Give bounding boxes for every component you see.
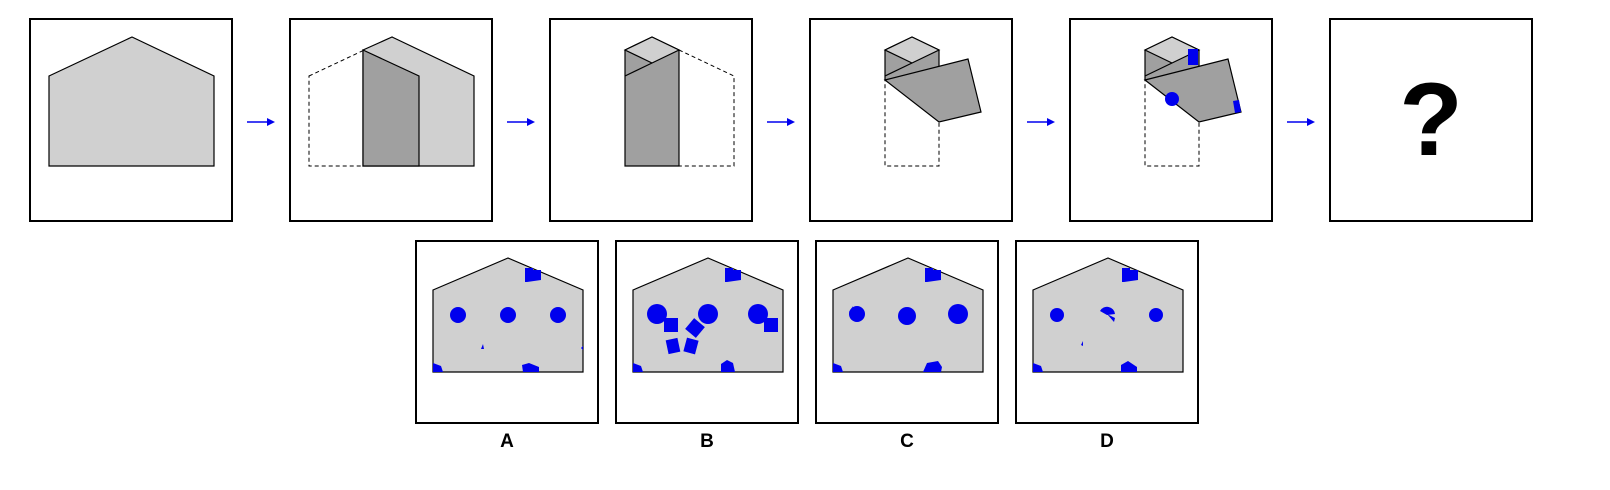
option-d-label[interactable]: D	[1100, 431, 1114, 452]
hole-fragment	[1081, 341, 1083, 346]
hole-circle	[849, 306, 865, 322]
step-3-drawing	[623, 36, 735, 167]
hole-circle	[1149, 308, 1163, 322]
step-4-drawing	[883, 36, 982, 167]
hole-circle	[948, 304, 968, 324]
arrow-1	[246, 115, 276, 133]
question-panel: ?	[1329, 18, 1533, 222]
option-d-drawing	[1032, 257, 1184, 373]
hole-fragment	[1033, 363, 1043, 372]
hole-fragment	[481, 344, 484, 349]
step-3-panel	[549, 18, 753, 222]
hole-circle	[500, 307, 516, 323]
hole-square	[525, 268, 541, 282]
hole-fragment	[923, 361, 942, 372]
hole-circle	[550, 307, 566, 323]
hole-square	[685, 318, 705, 338]
hole-fragment	[1121, 361, 1137, 372]
arrow-2	[506, 115, 536, 133]
hole-fragment	[522, 363, 539, 372]
step-5-drawing	[1143, 36, 1242, 167]
hole-fragment	[721, 360, 735, 372]
original-outline-dashed	[678, 49, 735, 167]
hole-square	[1188, 49, 1198, 65]
option-b-label[interactable]: B	[700, 431, 714, 452]
paper-sheet	[48, 36, 215, 167]
arrow-4	[1026, 115, 1056, 133]
option-a-label[interactable]: A	[500, 431, 514, 452]
top-layer-light	[1143, 36, 1201, 64]
top-layer-light	[623, 36, 681, 64]
hole-square	[1122, 268, 1138, 282]
hole-circle	[698, 304, 718, 324]
hole-square	[725, 268, 741, 282]
option-a-drawing	[432, 257, 584, 373]
hole-circle	[898, 307, 916, 325]
option-a-panel[interactable]	[415, 240, 599, 424]
top-layer-light	[883, 36, 941, 64]
step-2-drawing	[308, 36, 475, 167]
hole-notch	[1107, 314, 1115, 322]
hole-fragment	[433, 363, 443, 372]
hole-fragment	[833, 363, 843, 372]
option-b-panel[interactable]	[615, 240, 799, 424]
hole-circle	[1165, 92, 1179, 106]
option-b-drawing	[632, 257, 784, 373]
step-2-panel	[289, 18, 493, 222]
arrow-5	[1286, 115, 1316, 133]
step-5-panel	[1069, 18, 1273, 222]
hole-square-corner	[1233, 100, 1241, 113]
question-mark: ?	[1399, 61, 1463, 178]
hole-fragment	[633, 363, 643, 372]
hole-circle	[450, 307, 466, 323]
option-d-panel[interactable]	[1015, 240, 1199, 424]
option-c-drawing	[832, 257, 984, 373]
diagonal-flap	[883, 58, 982, 123]
hole-circle	[748, 304, 768, 324]
hole-notch	[849, 306, 853, 314]
folded-flap	[362, 49, 420, 167]
hole-square	[665, 337, 681, 355]
hole-circle	[647, 304, 667, 324]
option-c-panel[interactable]	[815, 240, 999, 424]
hole-square	[683, 337, 699, 355]
step-1-panel	[29, 18, 233, 222]
hole-fragment	[581, 346, 583, 350]
arrow-3	[766, 115, 796, 133]
hole-square	[764, 318, 778, 332]
step-1-drawing	[48, 36, 215, 167]
hole-circle-partial	[1100, 306, 1115, 315]
hole-square	[925, 268, 941, 282]
hole-square	[664, 318, 678, 332]
option-c-label[interactable]: C	[900, 431, 914, 452]
step-4-panel	[809, 18, 1013, 222]
hole-circle	[1050, 308, 1064, 322]
